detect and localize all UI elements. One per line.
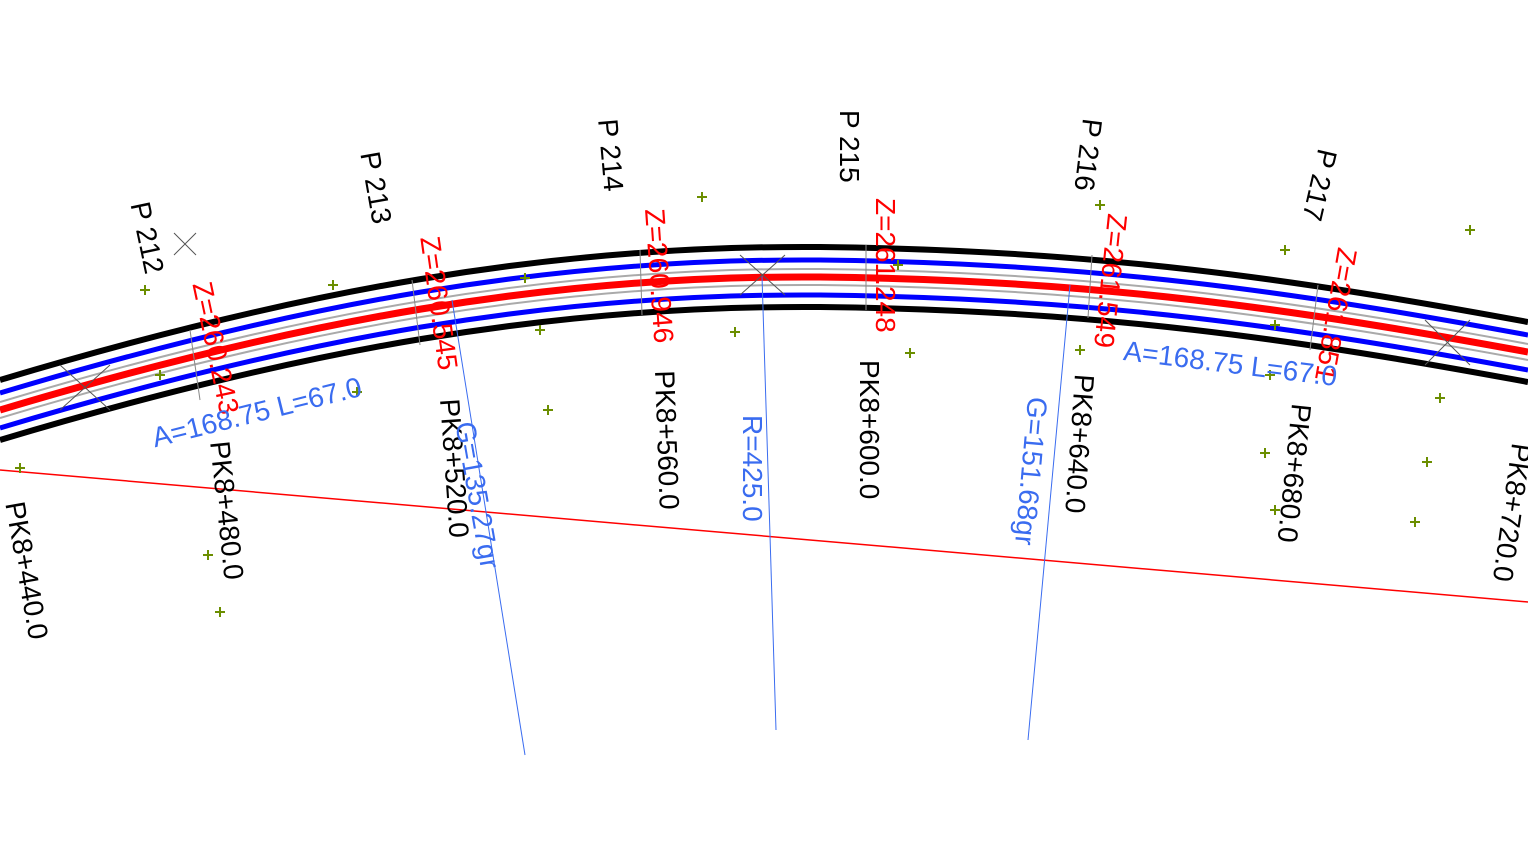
profile-label: P 212	[125, 199, 170, 277]
station-tick	[1087, 254, 1093, 319]
survey-points	[15, 192, 1475, 617]
chainage-label: PK8+680.0	[1272, 402, 1317, 544]
profile-label: P 213	[354, 149, 397, 226]
chainage-label: PK8+600.0	[854, 360, 885, 499]
radial-line	[761, 275, 777, 731]
radial-line	[1027, 284, 1071, 741]
survey-point	[1465, 225, 1475, 235]
survey-point	[1410, 517, 1420, 527]
elevation-label: Z=261.248	[870, 198, 901, 333]
survey-point	[15, 463, 25, 473]
chainage-label: PK8+560.0	[649, 370, 685, 510]
lane-top	[0, 257, 1528, 396]
alignment	[0, 243, 1528, 443]
survey-point	[203, 550, 213, 560]
survey-point	[1270, 505, 1280, 515]
station-tick	[411, 279, 421, 346]
profile-label: P 215	[834, 110, 865, 183]
elevation-label: Z=261.549	[1088, 212, 1133, 349]
grey-edge	[0, 267, 1528, 403]
survey-point	[535, 325, 545, 335]
reference-line	[0, 469, 1528, 603]
survey-point	[893, 260, 903, 270]
chainage-label: PK8+480.0	[204, 439, 249, 581]
road-edge-top	[0, 243, 1528, 383]
survey-point	[1435, 393, 1445, 403]
station-tick	[189, 329, 201, 401]
survey-point	[1075, 345, 1085, 355]
survey-point	[1265, 370, 1275, 380]
survey-point	[1280, 245, 1290, 255]
survey-point	[697, 192, 707, 202]
lane-bottom	[0, 292, 1528, 431]
profile-label: P 216	[1068, 117, 1108, 193]
chainage-label: PK8+440.0	[0, 499, 54, 642]
survey-point	[905, 348, 915, 358]
survey-point	[543, 405, 553, 415]
survey-point	[1095, 200, 1105, 210]
elevation-label: Z=260.946	[639, 208, 679, 345]
survey-point	[520, 273, 530, 283]
cross	[59, 364, 111, 411]
annotation-label: G=151.68gr	[1009, 396, 1053, 547]
radial-lines	[189, 245, 1319, 756]
crosses	[59, 232, 1471, 411]
survey-point	[352, 387, 362, 397]
radial-line	[451, 299, 526, 756]
profile-label: P 214	[592, 118, 629, 193]
survey-point	[215, 607, 225, 617]
centerline	[0, 273, 1528, 414]
station-tick	[639, 249, 643, 316]
annotation-label: R=425.0	[737, 415, 768, 522]
station-tick	[1309, 284, 1319, 351]
survey-point	[1260, 448, 1270, 458]
survey-point	[140, 285, 150, 295]
survey-point	[1270, 320, 1280, 330]
annotation-label: A=168.75 L=67.0	[149, 371, 365, 453]
profile-label: P 217	[1296, 146, 1343, 224]
cross	[1424, 319, 1471, 366]
survey-point	[155, 370, 165, 380]
survey-point	[328, 280, 338, 290]
road-edge-bottom	[0, 303, 1528, 443]
survey-point	[730, 327, 740, 337]
chainage-label: PK8+640.0	[1059, 373, 1100, 514]
cross	[739, 254, 786, 296]
grey-edge	[0, 283, 1528, 419]
chainage-label: PK8+720.0	[1487, 441, 1528, 583]
survey-point	[1422, 457, 1432, 467]
cross	[173, 232, 197, 256]
